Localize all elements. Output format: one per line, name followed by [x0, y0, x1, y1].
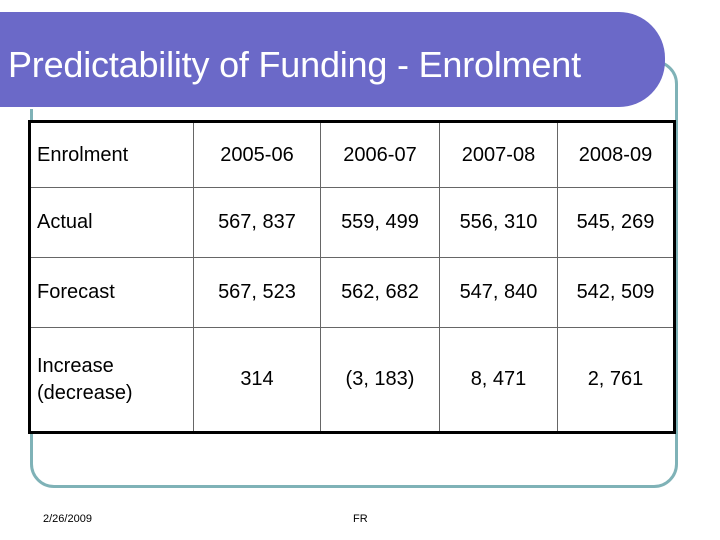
- table-cell: 314: [193, 327, 321, 433]
- header-cell-2006-07: 2006-07: [320, 121, 440, 188]
- table-cell: 2, 761: [557, 327, 675, 433]
- header-cell-2007-08: 2007-08: [439, 121, 558, 188]
- table-cell: 567, 837: [193, 187, 321, 258]
- footer-date: 2/26/2009: [43, 513, 92, 525]
- table-row-forecast: Forecast 567, 523 562, 682 547, 840 542,…: [29, 257, 675, 328]
- table-cell: 547, 840: [439, 257, 558, 328]
- enrolment-table: Enrolment 2005-06 2006-07 2007-08 2008-0…: [28, 120, 676, 434]
- header-cell-2008-09: 2008-09: [557, 121, 675, 188]
- table-cell: 545, 269: [557, 187, 675, 258]
- table-cell: 542, 509: [557, 257, 675, 328]
- row-label-forecast: Forecast: [29, 257, 194, 328]
- table-header-row: Enrolment 2005-06 2006-07 2007-08 2008-0…: [29, 121, 675, 188]
- header-cell-2005-06: 2005-06: [193, 121, 321, 188]
- row-label-increase-line2: (decrease): [37, 381, 133, 404]
- footer-text: FR: [353, 513, 368, 525]
- table-row-actual: Actual 567, 837 559, 499 556, 310 545, 2…: [29, 187, 675, 258]
- title-underline: [8, 107, 634, 109]
- row-label-increase-line1: Increase: [37, 354, 114, 377]
- header-cell-enrolment: Enrolment: [29, 121, 194, 188]
- table-cell: 556, 310: [439, 187, 558, 258]
- title-banner: Predictability of Funding - Enrolment: [0, 12, 665, 109]
- table-cell: (3, 183): [320, 327, 440, 433]
- row-label-increase: Increase (decrease): [29, 327, 194, 433]
- table-cell: 562, 682: [320, 257, 440, 328]
- table-cell: 567, 523: [193, 257, 321, 328]
- row-label-actual: Actual: [29, 187, 194, 258]
- slide-title: Predictability of Funding - Enrolment: [8, 44, 581, 85]
- table-cell: 559, 499: [320, 187, 440, 258]
- table-row-increase: Increase (decrease) 314 (3, 183) 8, 471 …: [29, 327, 675, 433]
- table-cell: 8, 471: [439, 327, 558, 433]
